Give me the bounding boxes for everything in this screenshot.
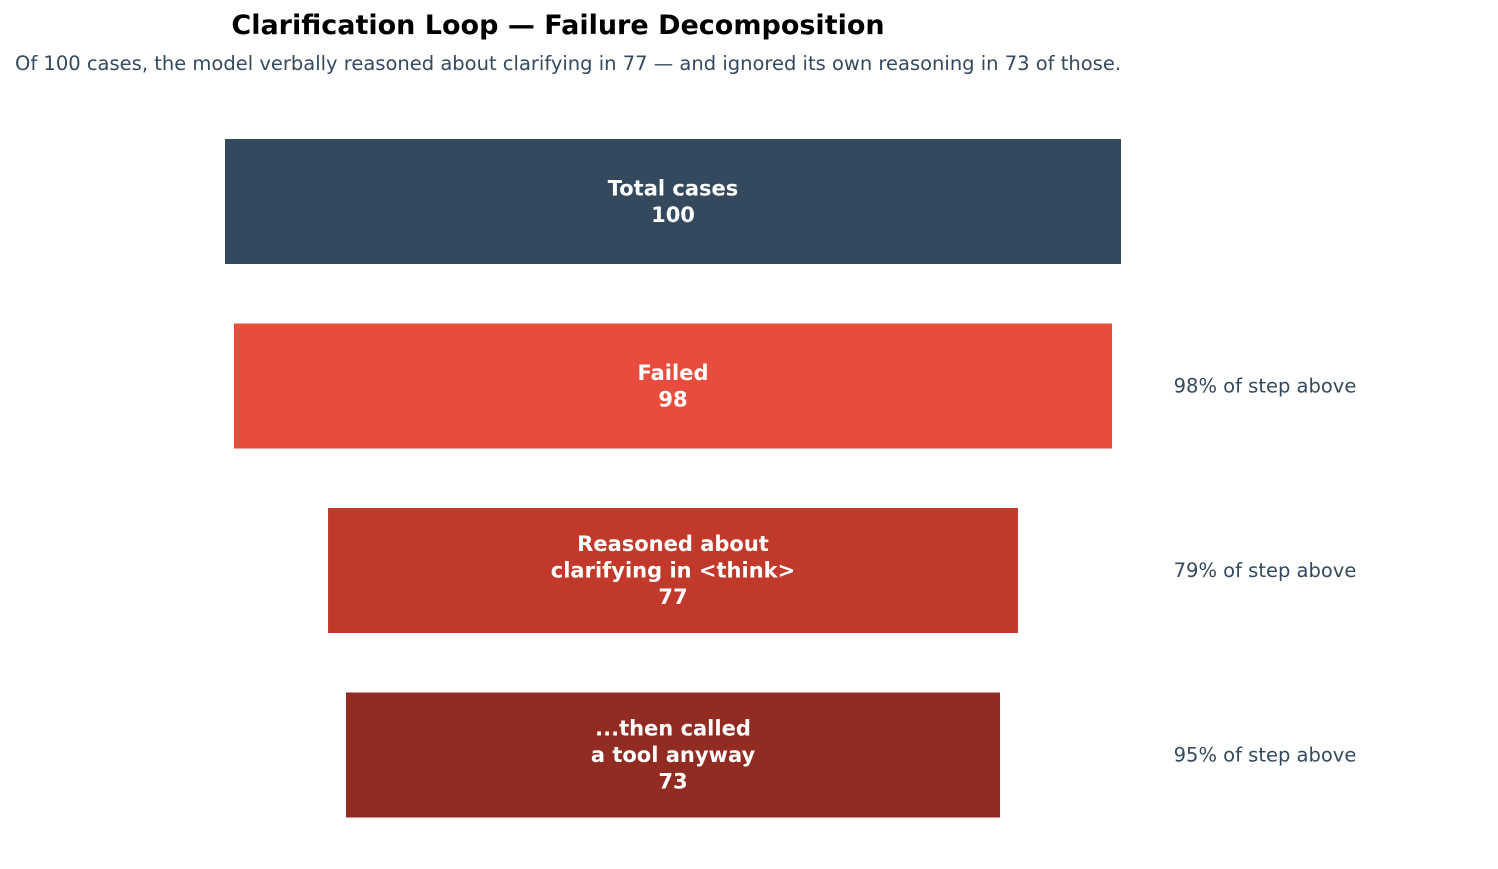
funnel-bar-1 [225, 139, 1121, 264]
funnel-bar-4 [345, 692, 1001, 818]
funnel-bar-3 [328, 508, 1018, 633]
stage-label-line: Total cases [608, 176, 739, 200]
stage-label-line: clarifying in <think> [551, 559, 795, 583]
stage-label-line: Reasoned about [577, 532, 769, 556]
stage-value: 77 [658, 585, 687, 609]
stage-label-line: Failed [638, 361, 709, 385]
chart-title: Clarification Loop — Failure Decompositi… [231, 10, 885, 41]
funnel-bar-2 [233, 323, 1113, 449]
chart-subtitle: Of 100 cases, the model verbally reasone… [15, 52, 1122, 75]
stage-value: 98 [658, 387, 687, 411]
funnel-bar-label-1: Total cases 100 [608, 176, 739, 227]
funnel-bar-label-2: Failed 98 [638, 361, 709, 412]
stage-value: 73 [658, 770, 687, 794]
funnel-bars: Total cases 100 Failed 98 Reasoned about clar… [225, 139, 1121, 818]
stage-label-line: ...then called [595, 717, 751, 741]
step-percent-label-4: 95% of step above [1174, 744, 1357, 767]
stage-label-line: a tool anyway [591, 743, 756, 767]
step-percent-labels: 98% of step above 79% of step above 95% of… [1174, 375, 1357, 767]
step-percent-label-3: 79% of step above [1174, 559, 1357, 582]
stage-value: 100 [651, 203, 695, 227]
funnel-bar-label-4: ...then called a tool anyway 73 [591, 717, 756, 794]
funnel-bar-label-3: Reasoned about clarifying in <think> 77 [551, 532, 795, 609]
step-percent-label-2: 98% of step above [1174, 375, 1357, 398]
